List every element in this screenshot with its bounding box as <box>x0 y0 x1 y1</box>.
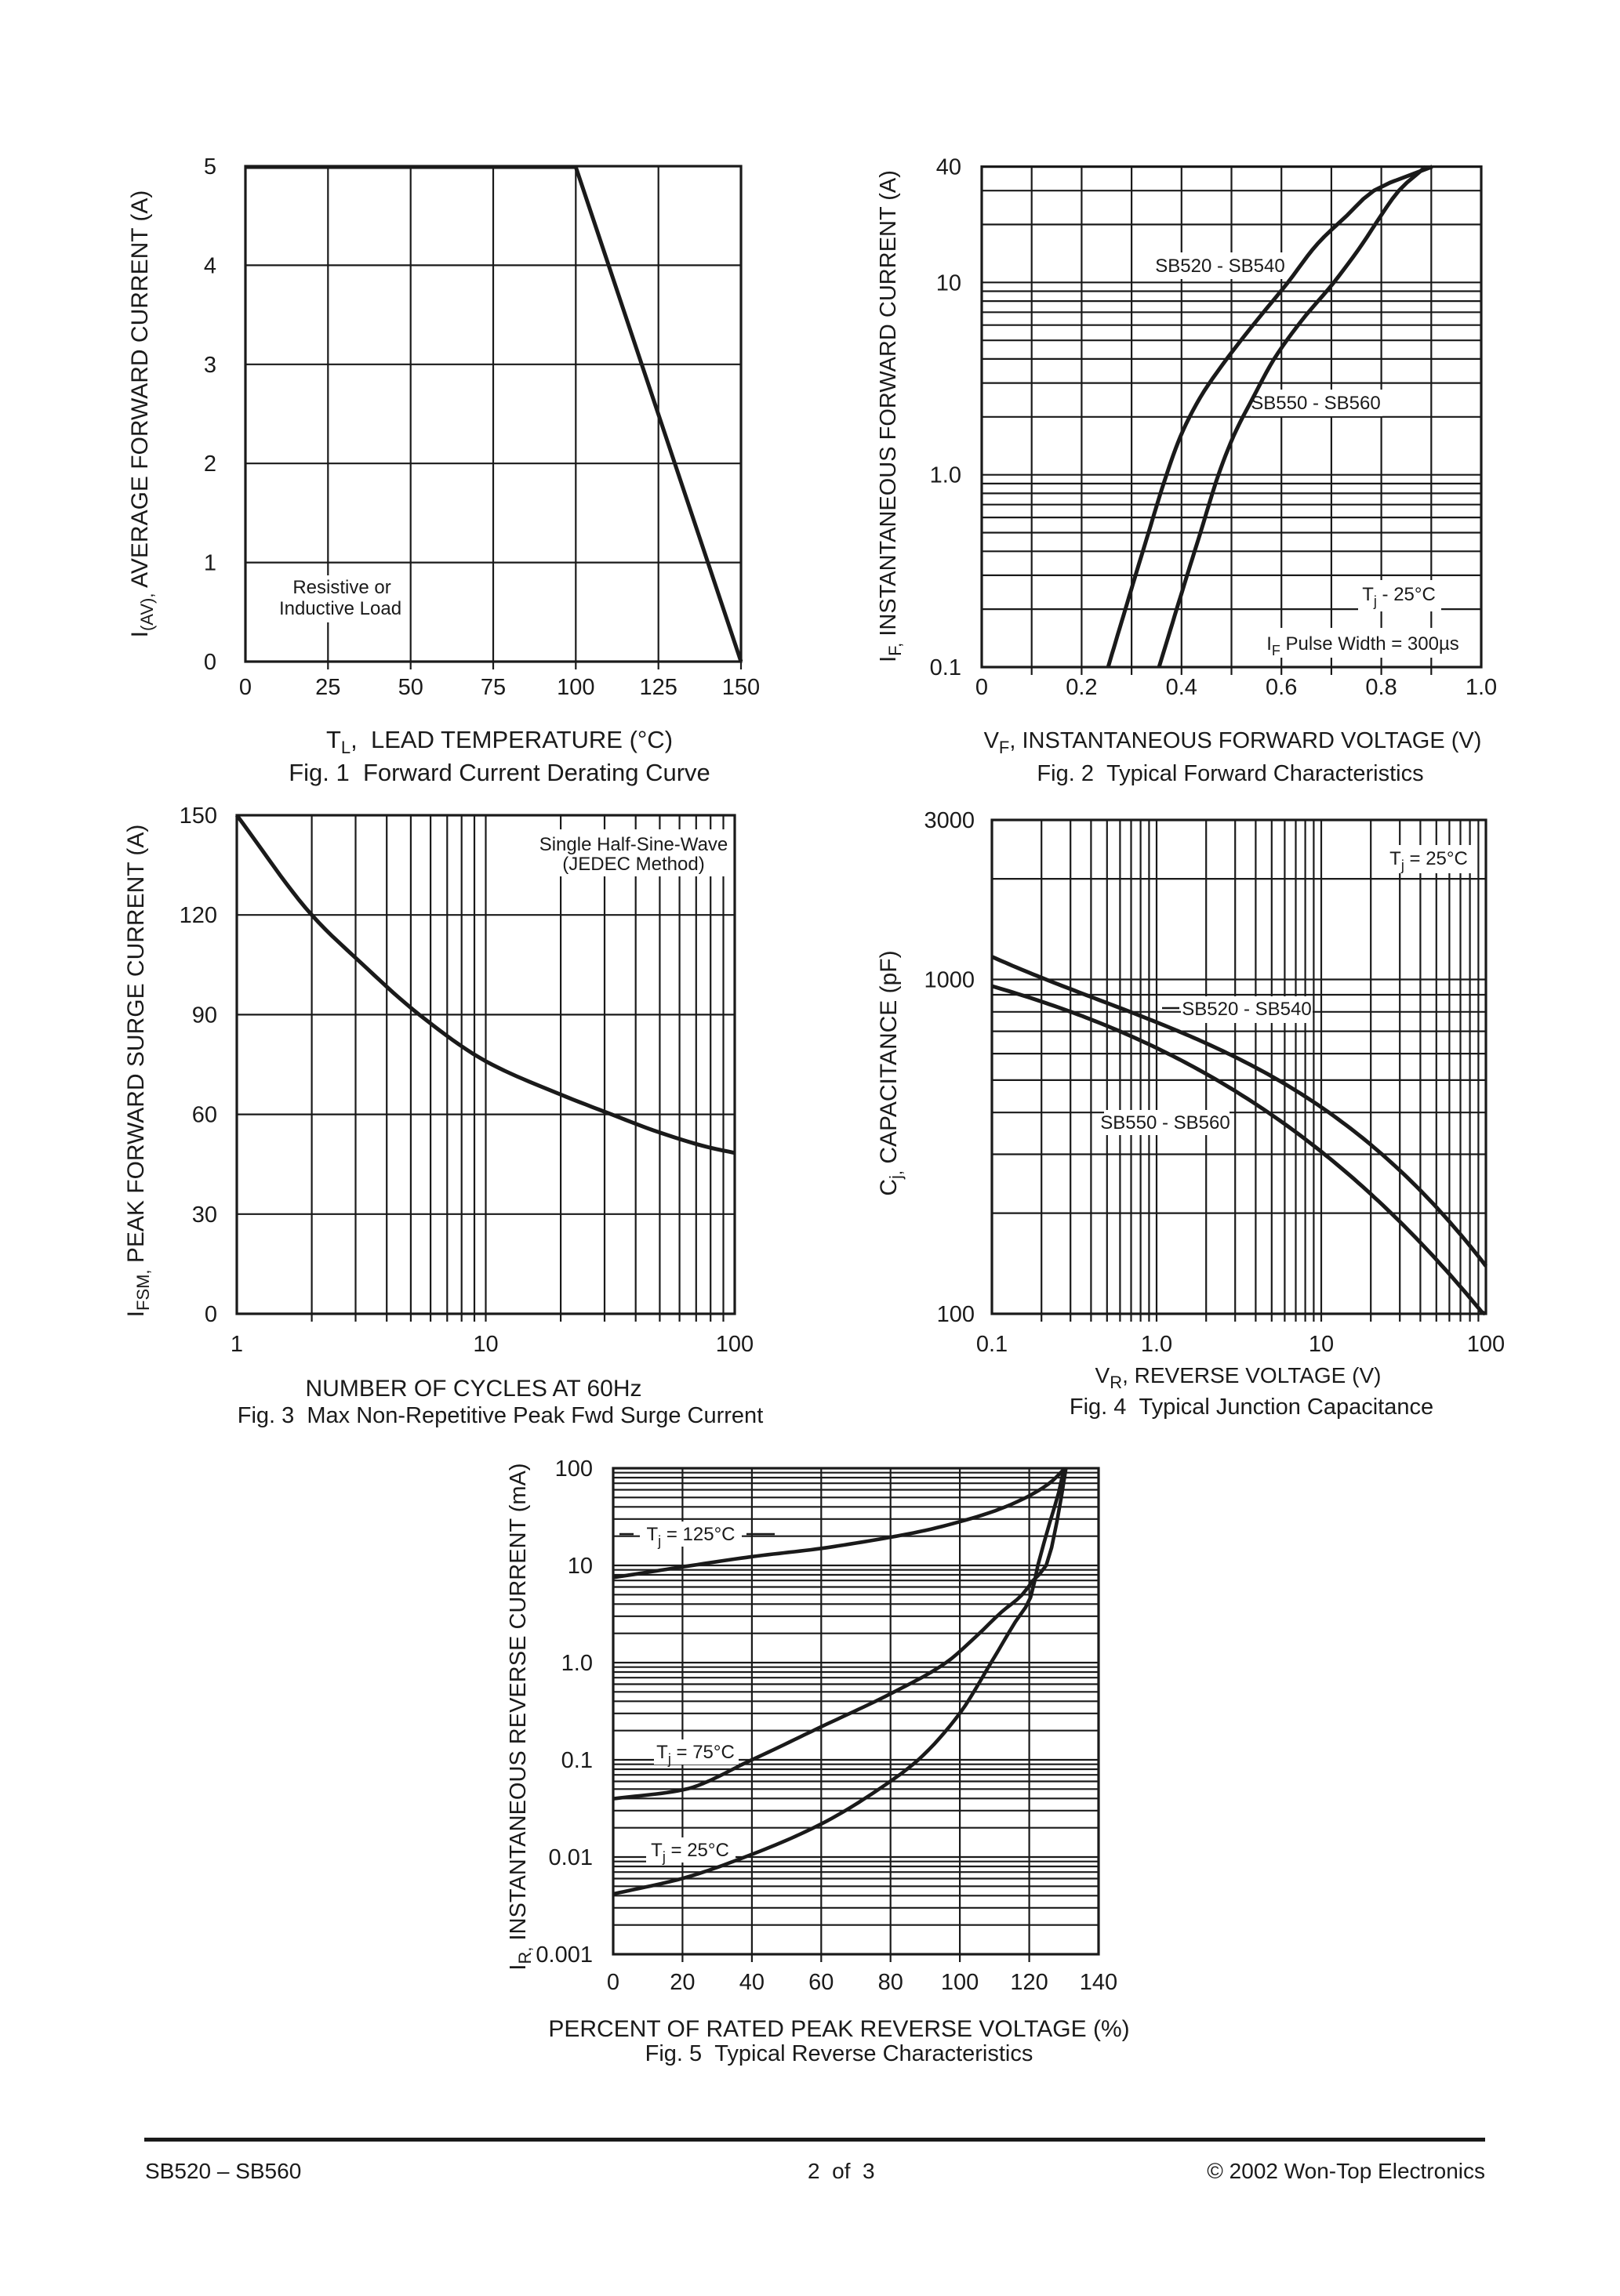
svg-text:25: 25 <box>315 675 340 700</box>
svg-text:3: 3 <box>204 353 216 378</box>
svg-text:Tj - 25°C: Tj - 25°C <box>1362 584 1436 609</box>
svg-text:0: 0 <box>607 1970 619 1995</box>
svg-text:0: 0 <box>204 650 216 675</box>
svg-text:100: 100 <box>937 1302 975 1327</box>
svg-text:Single Half-Sine-Wave: Single Half-Sine-Wave <box>539 834 728 855</box>
svg-text:10: 10 <box>568 1554 593 1579</box>
svg-text:0: 0 <box>975 675 988 700</box>
svg-text:Fig. 5 Typical Reverse Charac: Fig. 5 Typical Reverse Characteristics <box>645 2041 1033 2066</box>
svg-text:120: 120 <box>180 903 217 928</box>
svg-text:10: 10 <box>936 270 961 296</box>
svg-text:150: 150 <box>722 675 760 700</box>
svg-text:80: 80 <box>878 1970 903 1995</box>
svg-text:Resistive or: Resistive or <box>292 577 390 598</box>
svg-text:100: 100 <box>557 675 594 700</box>
svg-text:1.0: 1.0 <box>930 463 961 488</box>
svg-text:Tj = 125°C: Tj = 125°C <box>647 1524 736 1549</box>
svg-text:1000: 1000 <box>924 968 975 993</box>
svg-text:4: 4 <box>204 253 216 278</box>
svg-text:VR, REVERSE VOLTAGE (V): VR, REVERSE VOLTAGE (V) <box>1095 1363 1382 1392</box>
svg-text:100: 100 <box>941 1970 979 1995</box>
svg-text:75: 75 <box>481 675 506 700</box>
svg-text:0.2: 0.2 <box>1066 675 1097 700</box>
svg-text:0.1: 0.1 <box>561 1748 593 1773</box>
svg-text:1.0: 1.0 <box>1466 675 1497 700</box>
svg-text:IR, INSTANTANEOUS REVERSE CURR: IR, INSTANTANEOUS REVERSE CURRENT (mA) <box>506 1463 535 1970</box>
svg-text:60: 60 <box>192 1103 217 1128</box>
svg-text:Fig. 1 Forward Current Derati: Fig. 1 Forward Current Derating Curve <box>289 759 710 786</box>
svg-text:100: 100 <box>1467 1332 1505 1357</box>
svg-text:0.6: 0.6 <box>1266 675 1297 700</box>
svg-text:1.0: 1.0 <box>561 1651 593 1676</box>
svg-text:1.0: 1.0 <box>1141 1332 1172 1357</box>
svg-text:100: 100 <box>555 1456 593 1482</box>
svg-text:125: 125 <box>640 675 677 700</box>
svg-text:VF, INSTANTANEOUS FORWARD VOLT: VF, INSTANTANEOUS FORWARD VOLTAGE (V) <box>984 728 1482 757</box>
svg-text:TL, LEAD TEMPERATURE (°C): TL, LEAD TEMPERATURE (°C) <box>326 726 673 757</box>
svg-text:NUMBER OF CYCLES AT 60Hz: NUMBER OF CYCLES AT 60Hz <box>306 1376 642 1402</box>
svg-text:0.1: 0.1 <box>930 655 961 680</box>
svg-text:PERCENT OF RATED PEAK REVERSE: PERCENT OF RATED PEAK REVERSE VOLTAGE (%… <box>548 2016 1129 2042</box>
svg-text:150: 150 <box>180 803 217 829</box>
svg-text:60: 60 <box>808 1970 834 1995</box>
svg-text:2 of 3: 2 of 3 <box>808 2159 875 2183</box>
svg-text:Inductive Load: Inductive Load <box>279 598 401 619</box>
svg-text:100: 100 <box>716 1332 754 1357</box>
svg-text:SB520 - SB540: SB520 - SB540 <box>1182 999 1311 1020</box>
svg-text:90: 90 <box>192 1003 217 1028</box>
svg-text:140: 140 <box>1080 1970 1117 1995</box>
svg-text:© 2002 Won-Top Electronics: © 2002 Won-Top Electronics <box>1207 2159 1485 2183</box>
svg-text:50: 50 <box>398 675 423 700</box>
svg-text:0.01: 0.01 <box>549 1845 593 1870</box>
svg-text:40: 40 <box>739 1970 765 1995</box>
svg-text:1: 1 <box>204 551 216 576</box>
svg-text:Fig. 4 Typical Junction Capac: Fig. 4 Typical Junction Capacitance <box>1070 1395 1433 1420</box>
svg-text:0.4: 0.4 <box>1166 675 1197 700</box>
svg-text:2: 2 <box>204 452 216 477</box>
svg-text:40: 40 <box>936 155 961 180</box>
svg-text:10: 10 <box>473 1332 498 1357</box>
svg-text:IF, INSTANTANEOUS FORWARD CURR: IF, INSTANTANEOUS FORWARD CURRENT (A) <box>876 170 905 662</box>
svg-text:I(AV), AVERAGE FORWARD CURRENT: I(AV), AVERAGE FORWARD CURRENT (A) <box>127 190 157 638</box>
svg-text:(JEDEC Method): (JEDEC Method) <box>562 854 704 875</box>
svg-text:IF Pulse Width = 300µs: IF Pulse Width = 300µs <box>1266 633 1459 658</box>
svg-text:1: 1 <box>231 1332 243 1357</box>
svg-text:Cj, CAPACITANCE (pF): Cj, CAPACITANCE (pF) <box>876 950 906 1195</box>
svg-text:120: 120 <box>1010 1970 1048 1995</box>
svg-text:SB520 - SB540: SB520 - SB540 <box>1155 256 1284 277</box>
svg-text:IFSM, PEAK FORWARD SURGE CURRE: IFSM, PEAK FORWARD SURGE CURRENT (A) <box>123 825 153 1318</box>
svg-text:3000: 3000 <box>924 808 975 833</box>
svg-text:0: 0 <box>239 675 252 700</box>
svg-text:SB550 - SB560: SB550 - SB560 <box>1100 1112 1230 1133</box>
svg-text:30: 30 <box>192 1202 217 1228</box>
svg-text:0.8: 0.8 <box>1365 675 1397 700</box>
svg-text:20: 20 <box>670 1970 695 1995</box>
svg-text:0.001: 0.001 <box>536 1942 593 1968</box>
svg-text:SB520 – SB560: SB520 – SB560 <box>145 2159 301 2183</box>
svg-text:Tj = 25°C: Tj = 25°C <box>651 1840 729 1865</box>
svg-text:Fig. 3 Max Non-Repetitive Pea: Fig. 3 Max Non-Repetitive Peak Fwd Surge… <box>238 1403 764 1428</box>
svg-text:10: 10 <box>1309 1332 1334 1357</box>
svg-text:5: 5 <box>204 154 216 180</box>
svg-text:0: 0 <box>205 1302 217 1327</box>
svg-text:SB550 - SB560: SB550 - SB560 <box>1251 393 1380 414</box>
svg-text:0.1: 0.1 <box>976 1332 1008 1357</box>
svg-text:Fig. 2 Typical Forward Charac: Fig. 2 Typical Forward Characteristics <box>1037 761 1423 786</box>
